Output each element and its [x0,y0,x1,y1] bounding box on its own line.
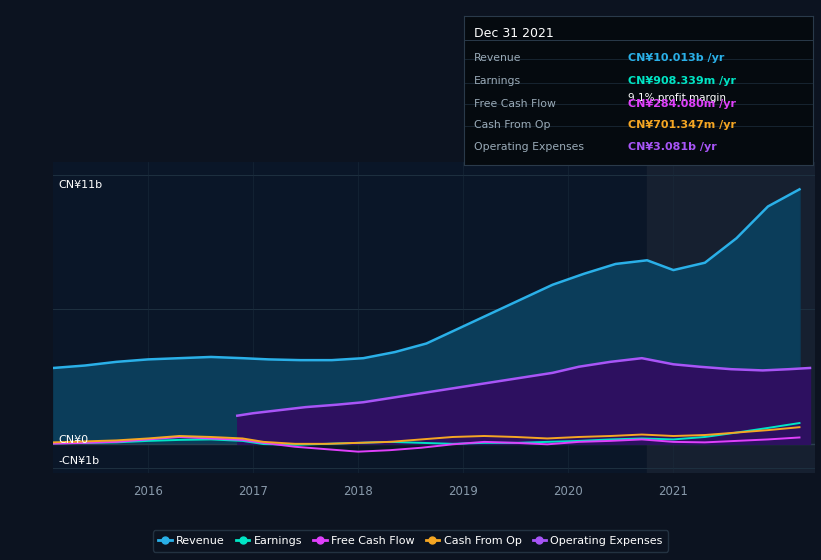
Legend: Revenue, Earnings, Free Cash Flow, Cash From Op, Operating Expenses: Revenue, Earnings, Free Cash Flow, Cash … [153,530,668,552]
Text: Revenue: Revenue [475,53,522,63]
Text: CN¥10.013b /yr: CN¥10.013b /yr [628,53,724,63]
Text: CN¥701.347m /yr: CN¥701.347m /yr [628,120,736,130]
Text: Operating Expenses: Operating Expenses [475,142,585,152]
Text: CN¥908.339m /yr: CN¥908.339m /yr [628,76,736,86]
Text: -CN¥1b: -CN¥1b [58,456,99,466]
Text: CN¥0: CN¥0 [58,435,89,445]
Text: CN¥3.081b /yr: CN¥3.081b /yr [628,142,717,152]
Text: CN¥284.080m /yr: CN¥284.080m /yr [628,99,736,109]
Text: CN¥11b: CN¥11b [58,180,103,190]
Text: Free Cash Flow: Free Cash Flow [475,99,556,109]
Text: Cash From Op: Cash From Op [475,120,551,130]
Text: Dec 31 2021: Dec 31 2021 [475,27,554,40]
Bar [647,162,815,473]
Text: Earnings: Earnings [475,76,521,86]
Text: 9.1% profit margin: 9.1% profit margin [628,94,726,104]
